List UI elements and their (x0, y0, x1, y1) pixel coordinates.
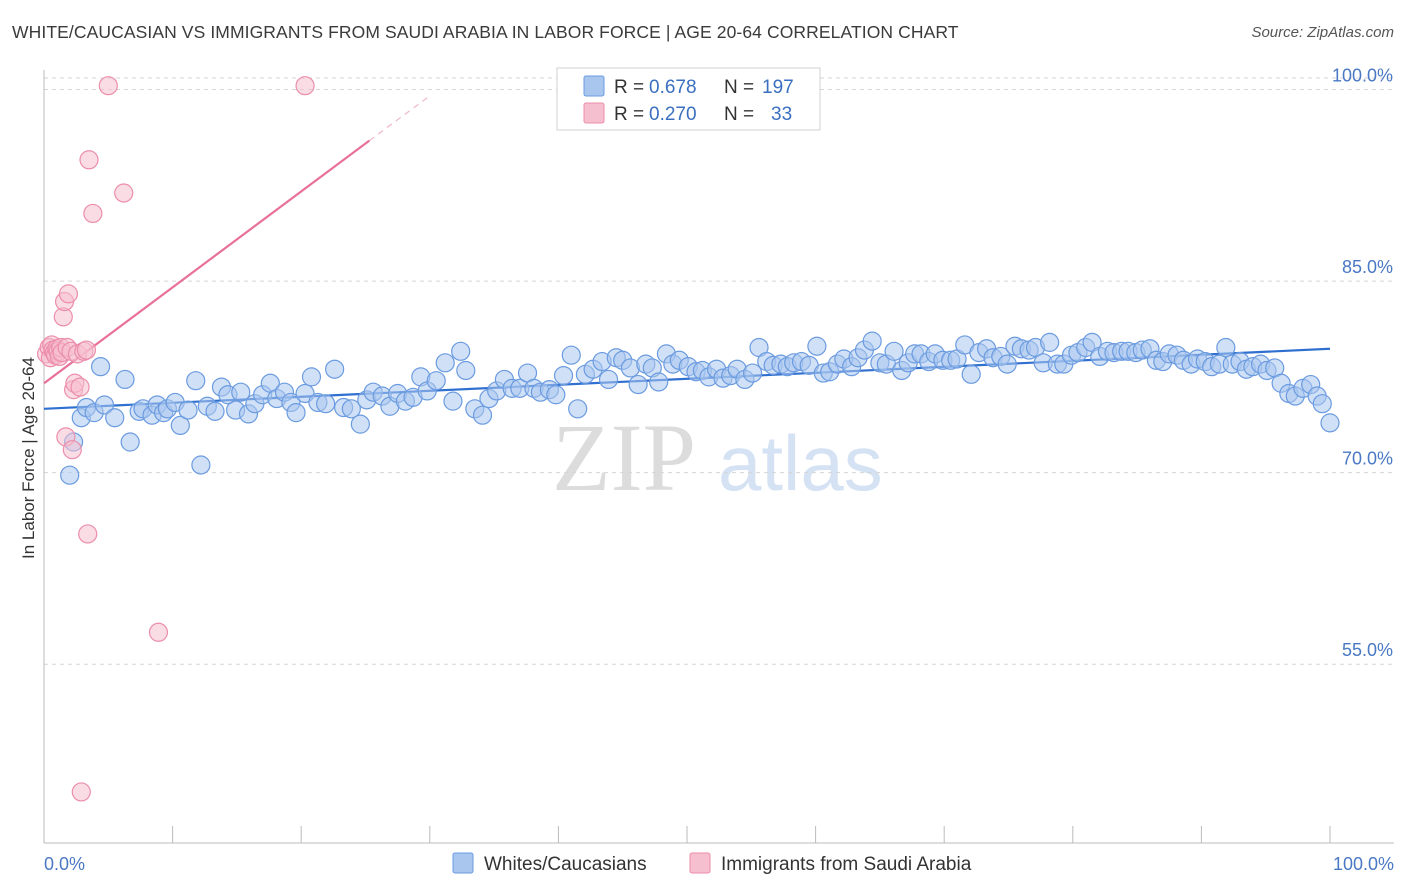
whites-point-79 (628, 374, 648, 395)
y-tick-label-0: 55.0% (1342, 640, 1393, 660)
saudi-point-24 (76, 340, 97, 360)
whites-point-104 (807, 336, 827, 356)
whites-point-71 (568, 399, 588, 419)
x-tick-label-min: 0.0% (44, 854, 85, 874)
saudi-point-16 (58, 284, 79, 304)
whites-point-58 (472, 405, 493, 425)
saudi-point-25 (78, 524, 98, 544)
whites-point-42 (350, 414, 370, 434)
whites-point-68 (546, 385, 566, 405)
series-legend-swatch-pink (689, 852, 711, 874)
stats-legend-n-label-pink: N = (724, 104, 754, 125)
whites-point-19 (186, 371, 206, 391)
y-axis-label: In Labor Force | Age 20-64 (19, 357, 38, 559)
saudi-point-26 (79, 150, 99, 170)
whites-point-20 (191, 455, 211, 475)
series-legend-label-blue: Whites/Caucasians (484, 854, 647, 875)
y-tick-label-2: 85.0% (1342, 257, 1393, 277)
whites-point-22 (205, 401, 225, 421)
whites-point-162 (1216, 337, 1236, 358)
whites-point-5 (90, 357, 111, 377)
y-tick-label-3: 100.0% (1332, 66, 1393, 86)
y-tick-label-1: 70.0% (1342, 449, 1393, 469)
stats-legend-n-value-pink: 33 (771, 104, 792, 125)
whites-point-39 (325, 359, 345, 379)
whites-point-131 (997, 354, 1017, 374)
saudi-point-31 (295, 76, 315, 96)
stats-legend-n-value-blue: 197 (762, 77, 794, 98)
saudi-point-22 (70, 377, 90, 397)
whites-point-176 (1312, 394, 1332, 414)
whites-point-17 (170, 415, 190, 436)
whites-point-8 (115, 369, 135, 390)
whites-point-75 (598, 369, 619, 390)
watermark: ZIP atlas (552, 404, 883, 511)
chart-title: WHITE/CAUCASIAN VS IMMIGRANTS FROM SAUDI… (12, 22, 959, 42)
stats-legend-n-label-blue: N = (724, 77, 754, 98)
whites-point-0 (60, 465, 80, 485)
whites-point-54 (443, 391, 463, 411)
saudi-point-28 (98, 76, 118, 96)
stats-legend-r-label-blue: R = (614, 77, 644, 98)
axes (43, 70, 1394, 844)
series-whites-caucasians (60, 331, 1340, 485)
whites-point-137 (1040, 332, 1060, 352)
trend-line-saudi (43, 139, 371, 385)
stats-legend: R = 0.678 N = 197 R = 0.270 N = 33 (556, 67, 821, 131)
whites-point-69 (553, 366, 574, 386)
whites-point-126 (961, 364, 981, 384)
whites-point-56 (456, 360, 476, 381)
saudi-point-30 (148, 622, 169, 642)
series-legend-swatch-blue (452, 852, 474, 874)
saudi-point-18 (62, 440, 82, 460)
whites-point-55 (451, 341, 471, 361)
whites-point-9 (120, 432, 140, 452)
series-legend-label-pink: Immigrants from Saudi Arabia (721, 854, 972, 875)
whites-point-6 (94, 395, 115, 415)
y-tick-labels: 55.0% 70.0% 85.0% 100.0% (1332, 66, 1393, 661)
stats-legend-swatch-blue (583, 75, 605, 97)
stats-legend-swatch-pink (583, 102, 605, 124)
whites-point-95 (742, 363, 763, 383)
series-immigrants-saudi-arabia (36, 76, 315, 802)
saudi-point-29 (114, 183, 134, 203)
whites-point-112 (862, 331, 882, 351)
saudi-point-27 (83, 203, 103, 224)
whites-point-26 (231, 382, 251, 402)
x-tick-label-max: 100.0% (1333, 854, 1394, 874)
stats-legend-r-label-pink: R = (614, 104, 644, 125)
watermark-zip: ZIP (552, 404, 696, 511)
whites-point-36 (301, 367, 322, 387)
whites-point-177 (1320, 413, 1340, 433)
whites-point-70 (561, 345, 581, 365)
stats-legend-r-value-blue: 0.678 (649, 77, 697, 98)
whites-point-52 (426, 371, 446, 391)
whites-point-53 (435, 353, 455, 373)
whites-point-38 (316, 394, 336, 414)
series-legend: Whites/Caucasians Immigrants from Saudi … (452, 852, 972, 875)
whites-point-7 (105, 408, 125, 428)
whites-point-82 (649, 372, 669, 392)
whites-point-34 (286, 403, 306, 423)
stats-legend-r-value-pink: 0.270 (649, 104, 697, 125)
whites-point-41 (341, 399, 361, 419)
whites-point-115 (884, 341, 904, 361)
source-label: Source: ZipAtlas.com (1251, 24, 1394, 41)
trend-line-saudi-extension (369, 95, 431, 142)
saudi-point-32 (71, 782, 91, 802)
whites-point-18 (178, 400, 198, 420)
watermark-atlas: atlas (718, 419, 883, 507)
